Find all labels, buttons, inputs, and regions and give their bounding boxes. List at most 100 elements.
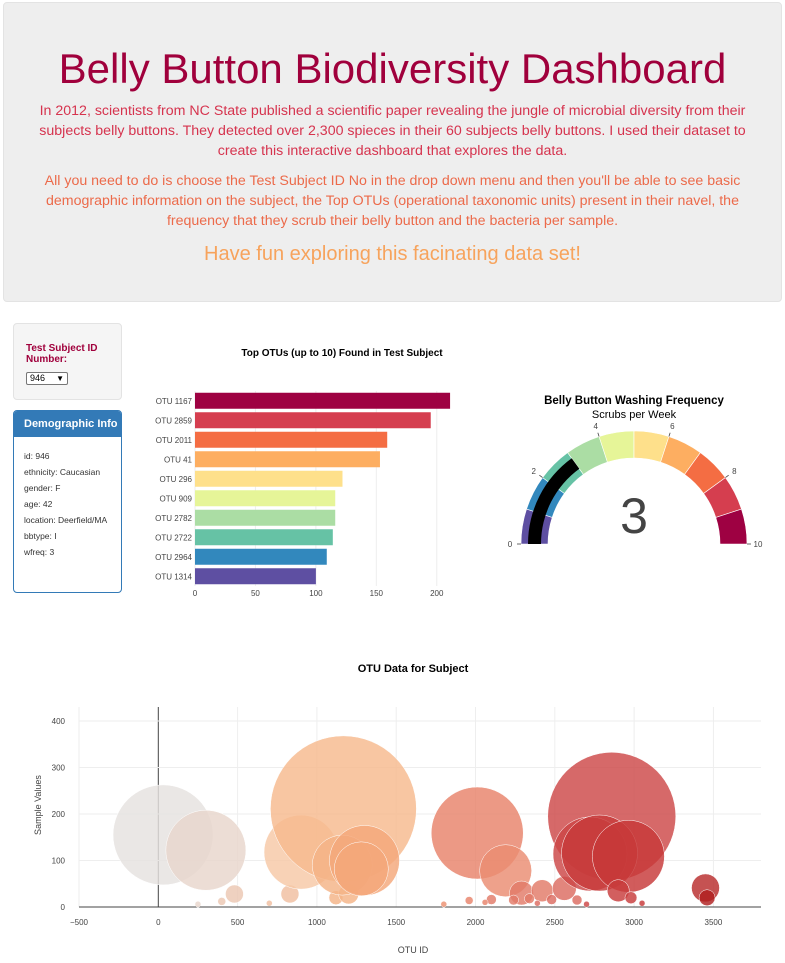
- bar-otu-2722[interactable]: [195, 529, 333, 546]
- bubble-point[interactable]: [592, 820, 665, 893]
- bar-otu-41[interactable]: [195, 451, 380, 468]
- gauge-tick: [597, 432, 600, 437]
- bubble-y-tick-label: 100: [52, 856, 66, 865]
- bubble-y-tick-label: 0: [61, 903, 66, 912]
- bubble-point[interactable]: [225, 884, 244, 904]
- bar-x-tick-label: 150: [370, 589, 384, 598]
- bubble-point[interactable]: [624, 891, 638, 904]
- bubble-point[interactable]: [440, 900, 448, 908]
- bar-otu-1314[interactable]: [195, 568, 316, 585]
- bubble-point[interactable]: [698, 889, 716, 906]
- bubble-x-tick-label: 3000: [625, 918, 643, 927]
- subject-id-dropdown[interactable]: 946 ▼: [26, 372, 68, 385]
- bar-category-label: OTU 2722: [155, 533, 192, 542]
- gauge-value: 3: [620, 488, 648, 544]
- bar-chart-title: Top OTUs (up to 10) Found in Test Subjec…: [241, 348, 443, 359]
- bubble-point[interactable]: [571, 894, 583, 906]
- gauge-tick-label: 8: [732, 467, 737, 476]
- bar-otu-2859[interactable]: [195, 412, 431, 429]
- bubble-x-tick-label: 2500: [546, 918, 564, 927]
- bar-category-label: OTU 296: [160, 475, 193, 484]
- bar-category-label: OTU 2011: [156, 436, 193, 445]
- gauge-title: Belly Button Washing Frequency: [544, 395, 724, 407]
- bubble-x-tick-label: 1500: [387, 918, 405, 927]
- otu-bubble-chart: OTU Data for Subject −500 0 500 1000 1500 200…: [33, 663, 761, 955]
- intro-paragraph: In 2012, scientists from NC State publis…: [39, 103, 746, 159]
- demo-id: id: 946: [24, 451, 50, 461]
- bar-otu-1167[interactable]: [195, 392, 451, 409]
- bar-category-label: OTU 2964: [155, 553, 192, 562]
- bubble-x-tick-label: 0: [156, 918, 161, 927]
- demographic-body: id: 946 ethnicity: Caucasian gender: F a…: [14, 437, 121, 558]
- bar-category-label: OTU 909: [160, 494, 193, 503]
- bubble-chart-title: OTU Data for Subject: [358, 663, 469, 675]
- demographic-panel: Demographic Info id: 946 ethnicity: Cauc…: [13, 410, 122, 593]
- bubble-x-tick-label: 500: [231, 918, 245, 927]
- bubble-point[interactable]: [464, 896, 474, 905]
- gauge-subtitle: Scrubs per Week: [592, 409, 677, 421]
- top-otus-bar-chart: Top OTUs (up to 10) Found in Test Subjec…: [155, 348, 451, 598]
- gauge-tick: [725, 474, 729, 478]
- bubble-x-tick-label: 1000: [308, 918, 326, 927]
- bubble-x-axis-label: OTU ID: [398, 945, 429, 955]
- bubble-point[interactable]: [266, 900, 273, 907]
- tagline: Have fun exploring this facinating data …: [204, 243, 581, 265]
- gauge-tick-label: 6: [670, 422, 675, 431]
- bubble-point[interactable]: [217, 897, 226, 906]
- bubble-point[interactable]: [508, 894, 519, 906]
- bubble-x-tick-label: 2000: [467, 918, 485, 927]
- bar-otu-2782[interactable]: [195, 509, 336, 526]
- demo-wfreq: wfreq: 3: [24, 547, 55, 557]
- bubble-point[interactable]: [534, 900, 541, 907]
- bubble-point[interactable]: [165, 810, 247, 891]
- bubble-point[interactable]: [481, 899, 489, 906]
- demo-location: location: Deerfield/MA: [24, 515, 108, 525]
- bar-category-label: OTU 2859: [155, 416, 192, 425]
- bubble-x-tick-label: −500: [70, 918, 89, 927]
- demo-bbtype: bbtype: I: [24, 531, 57, 541]
- bubble-y-tick-label: 200: [52, 810, 66, 819]
- bar-category-label: OTU 41: [164, 455, 193, 464]
- demo-ethnicity: ethnicity: Caucasian: [24, 467, 101, 477]
- bubble-point[interactable]: [194, 900, 202, 908]
- bar-category-label: OTU 2782: [155, 514, 192, 523]
- demo-age: age: 42: [24, 499, 53, 509]
- page-title: Belly Button Biodiversity Dashboard: [58, 45, 727, 92]
- subject-select-label: Test Subject ID Number:: [26, 343, 98, 365]
- gauge-tick-label: 0: [508, 540, 513, 549]
- bar-otu-2011[interactable]: [195, 431, 388, 448]
- gauge-tick: [539, 474, 543, 478]
- instructions-paragraph: All you need to do is choose the Test Su…: [44, 173, 741, 229]
- chevron-down-icon: ▼: [56, 374, 64, 383]
- bubble-point[interactable]: [607, 879, 630, 902]
- bar-category-label: OTU 1167: [156, 397, 193, 406]
- bubble-x-tick-label: 3500: [705, 918, 723, 927]
- gauge-tick-label: 10: [754, 540, 763, 549]
- bar-otu-2964[interactable]: [195, 548, 327, 565]
- gauge-tick-label: 4: [593, 422, 598, 431]
- bubble-point[interactable]: [546, 894, 557, 905]
- bubble-point[interactable]: [524, 893, 535, 904]
- gauge-tick: [668, 432, 671, 437]
- gauge-band: [715, 508, 748, 545]
- bubble-point[interactable]: [583, 900, 590, 908]
- bar-x-tick-label: 100: [309, 589, 323, 598]
- gauge-tick-label: 2: [531, 467, 536, 476]
- subject-selector-panel: Test Subject ID Number: 946 ▼: [13, 323, 122, 400]
- bubble-point[interactable]: [638, 900, 646, 907]
- bar-category-label: OTU 1314: [155, 572, 192, 581]
- bar-otu-909[interactable]: [195, 490, 336, 507]
- bar-x-tick-label: 0: [193, 589, 198, 598]
- bubble-y-axis-label: Sample Values: [33, 775, 43, 835]
- bubble-point[interactable]: [334, 841, 389, 897]
- bar-otu-296[interactable]: [195, 470, 343, 487]
- bubble-y-tick-label: 400: [52, 717, 66, 726]
- header-jumbotron: Belly Button Biodiversity Dashboard In 2…: [3, 2, 782, 302]
- bar-x-tick-label: 200: [430, 589, 444, 598]
- demo-gender: gender: F: [24, 483, 61, 493]
- subject-id-selected: 946: [30, 373, 46, 383]
- bubble-y-tick-label: 300: [52, 763, 66, 772]
- gauge-value-bar: [528, 458, 580, 544]
- bar-x-tick-label: 50: [251, 589, 260, 598]
- demographic-heading: Demographic Info: [14, 411, 121, 437]
